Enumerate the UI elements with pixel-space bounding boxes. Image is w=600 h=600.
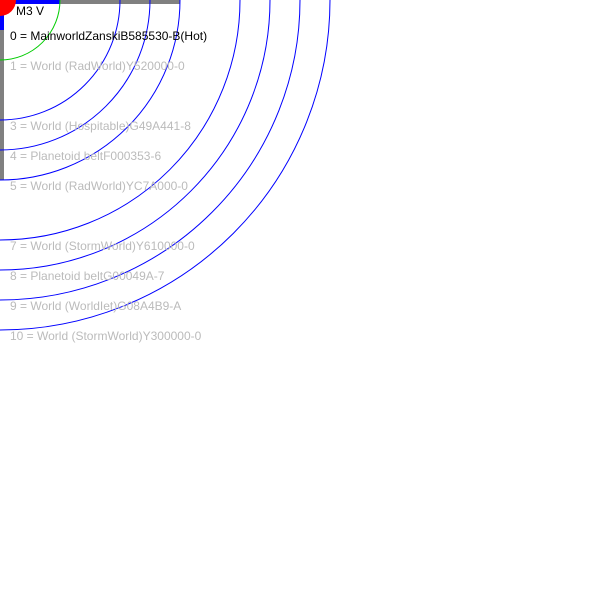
orbit-arc xyxy=(0,0,331,331)
star-disk xyxy=(0,0,16,16)
orbit-label-1: 1 = World (RadWorld)Y520000-0 xyxy=(10,59,185,73)
orbit-label-8: 8 = Planetoid beltG00049A-7 xyxy=(10,269,165,283)
orbit-label-4: 4 = Planetoid beltF000353-6 xyxy=(10,149,162,163)
orbit-arc xyxy=(0,0,151,151)
orbit-arc xyxy=(0,0,121,121)
star-label: M3 V xyxy=(16,4,45,18)
orbit-label-3: 3 = World (Hospitable)G49A441-8 xyxy=(10,119,191,133)
habitable-zone-arc xyxy=(0,0,61,61)
orbit-label-10: 10 = World (StormWorld)Y300000-0 xyxy=(10,329,202,343)
orbit-label-7: 7 = World (StormWorld)Y610000-0 xyxy=(10,239,195,253)
orbit-arc xyxy=(0,0,271,271)
orbit-label-5: 5 = World (RadWorld)YC7A000-0 xyxy=(10,179,188,193)
orbit-arc xyxy=(0,0,301,301)
orbit-label-9: 9 = World (WorldIet)G08A4B9-A xyxy=(10,299,182,313)
orbit-arc xyxy=(0,0,241,241)
orbit-label-0: 0 = MainworldZanskiB585530-B(Hot) xyxy=(10,29,208,43)
orbit-arc xyxy=(0,0,181,181)
